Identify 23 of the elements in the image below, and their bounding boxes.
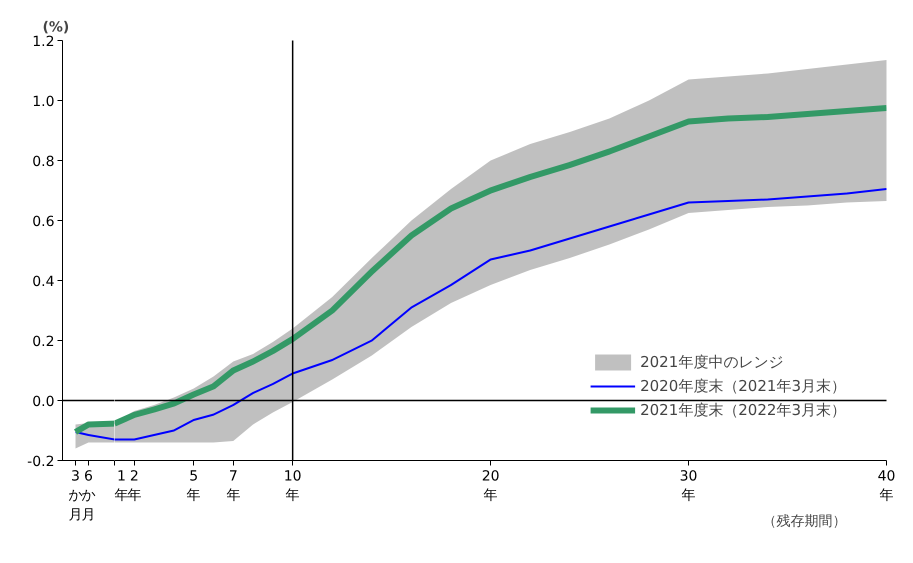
legend-label: 2020年度末（2021年3月末） [640,376,846,396]
x-tick-label: 3か月 [68,468,82,523]
y-tick-label: -0.2 [27,454,55,470]
y-tick-label: 1.0 [32,94,54,110]
y-tick-label: 0.8 [32,154,54,170]
y-tick-label: 0.2 [32,334,54,350]
x-tick-label: 6か月 [82,468,96,523]
y-axis-title: (%) [42,20,70,36]
x-tick-label: 30年 [680,468,698,504]
x-axis-title: （残存期間） [762,514,846,530]
x-tick-label: 2年 [127,468,142,504]
y-tick-label: 0.6 [32,214,55,230]
x-tick-label: 7年 [226,468,240,504]
x-tick-label: 40年 [878,468,896,504]
legend-label: 2021年度末（2022年3月末） [640,400,846,420]
y-tick-label: 0.0 [32,394,54,410]
x-tick-label: 20年 [482,468,500,504]
x-tick-label: 1年 [114,468,128,504]
x-tick-label: 5年 [186,468,201,504]
y-tick-label: 0.4 [32,274,55,290]
legend-label: 2021年度中のレンジ [640,352,784,372]
x-tick-label: 10年 [284,468,302,504]
y-tick-label: 1.2 [32,34,54,50]
